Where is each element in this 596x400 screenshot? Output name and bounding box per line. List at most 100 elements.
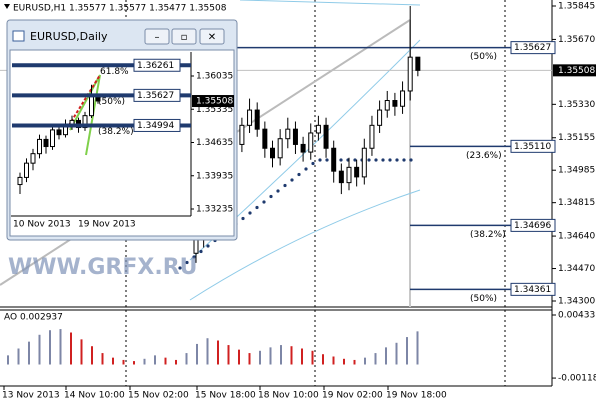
window-button[interactable] [171,28,197,45]
inner-tick-label: 1.33235 [196,205,233,215]
ao-tick-label: -0.001186 [558,374,596,384]
price-marker-label: 1.35627 [514,43,551,53]
window-title: EURUSD,Daily [30,30,108,43]
candle-body [89,96,94,117]
candle-body [270,147,275,159]
candle-body [400,90,406,107]
time-label: 19 Nov 18:00 [386,391,447,400]
price-tick-label: 1.35670 [558,35,595,45]
candle-body [346,166,352,184]
inner-fib-text: (50%) [98,97,125,107]
sar-dot [290,178,294,182]
sar-dot [381,158,385,162]
window-button-glyph: ✕ [208,32,216,43]
sar-dot [395,158,399,162]
inner-tick-label: 1.34635 [196,138,233,148]
inner-price-box [133,58,181,72]
candle-body [50,129,55,148]
band-top [239,0,421,6]
watermark: WWW.GRFX.RU [8,255,198,280]
inner-time-label: 19 Nov 2013 [78,220,136,230]
candle-body [82,115,88,129]
inner-price-box [133,88,181,102]
candle-body [292,128,298,145]
time-label: 18 Nov 10:00 [258,391,319,400]
price-marker-box [510,282,556,296]
inner-price-label: 1.35627 [137,91,174,101]
candle-body [369,124,375,149]
price-tick-label: 1.34815 [558,198,595,208]
fib-level-text: (23.6%) [466,151,502,161]
fib-level-text: (50%) [470,52,497,62]
price-marker-label: 1.34696 [514,221,551,231]
candle-body [56,129,62,136]
fib-level-text: (38.2%) [470,230,506,240]
inner-tick-label: 1.33935 [196,171,233,181]
window-button-glyph: – [155,32,160,43]
price-tick-label: 1.35845 [558,2,595,12]
candle-body [254,109,260,130]
window-icon [12,30,25,42]
sar-dot [402,158,406,162]
sar-dot [276,189,280,193]
sar-dot [409,158,413,162]
price-tick-label: 1.34985 [558,166,595,176]
current-price-box [553,64,596,77]
sar-dot [262,200,266,204]
candle-body [308,132,314,153]
candle-body [323,124,329,149]
sar-dot [206,244,210,248]
sar-dot [178,266,182,270]
daily-window: EURUSD,Daily – ▫ ✕ 1.36035 1.35335 1.34635 1.33… [6,19,238,241]
candle-body [384,100,390,111]
inner-price-label: 1.36261 [137,61,174,71]
current-price-label: 1.35508 [558,66,595,76]
candle-body [193,239,199,254]
sar-dot [367,158,371,162]
sar-dot [248,211,252,215]
candle-body [43,138,49,148]
window-button-glyph: ▫ [181,32,188,43]
price-tick-label: 1.34470 [558,264,595,274]
candle-body [262,128,268,149]
candle-body [361,147,367,178]
time-label: 13 Nov 2013 [2,391,60,400]
window-button[interactable] [144,28,170,45]
candle-body [300,143,306,153]
price-tick-label: 1.34300 [558,297,595,307]
inner-current-box [192,95,234,108]
sar-dot [374,158,378,162]
candle-body [30,153,36,164]
candle-body [415,56,421,71]
price-marker-box [510,41,556,55]
sar-dot [192,255,196,259]
sar-dot [304,167,308,171]
price-marker-label: 1.34361 [514,285,551,295]
ao-tick-label: 0.00433 [558,311,595,321]
chart-header: EURUSD,H1 1.35577 1.35577 1.35477 1.3550… [13,4,227,14]
candle-body [24,162,29,178]
sar-dot [339,158,343,162]
header-arrow [4,4,10,9]
time-label: 19 Nov 02:00 [322,391,383,400]
window-button[interactable] [199,28,225,45]
sar-dot [388,158,392,162]
candle-body [17,176,23,186]
candle-body [315,124,321,134]
candle-body [377,109,383,126]
sar-dot [199,249,203,254]
candle-body [285,128,291,140]
candle-body [247,109,253,126]
sar-dot [325,158,329,162]
time-label: 15 Nov 02:00 [128,391,189,400]
price-tick-label: 1.34640 [558,232,595,242]
price-marker-box [510,139,556,153]
candle-body [331,147,337,172]
candle-body [338,170,344,184]
inner-fib-text: 61.8% [100,67,129,77]
sar-dot [297,172,301,177]
sar-dot [283,183,287,188]
inner-tick-label: 1.35335 [196,105,233,115]
ao-label: AO 0.002937 [4,313,63,323]
